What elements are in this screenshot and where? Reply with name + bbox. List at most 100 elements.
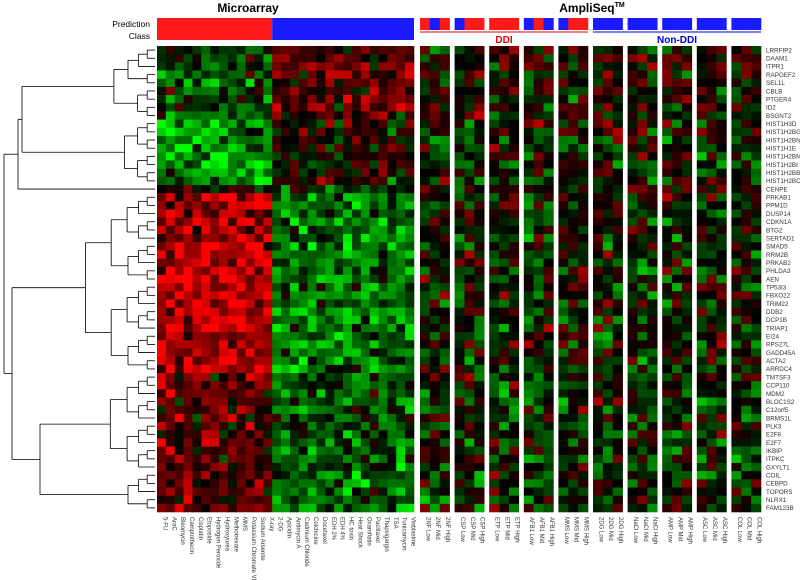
- heatmap-cell: [174, 103, 184, 112]
- heatmap-cell: [706, 479, 717, 488]
- heatmap-cell: [741, 462, 752, 472]
- heatmap-cell: [351, 152, 362, 161]
- heatmap-cell: [201, 348, 211, 357]
- heatmap-cell: [387, 266, 397, 276]
- heatmap-cell: [662, 389, 673, 398]
- heatmap-cell: [307, 373, 317, 382]
- heatmap-cell: [662, 46, 673, 55]
- heatmap-cell: [387, 95, 397, 104]
- ampliseq-class-bar: [662, 18, 673, 30]
- heatmap-cell: [378, 299, 388, 308]
- heatmap-cell: [183, 184, 193, 194]
- heatmap-cell: [343, 274, 353, 284]
- heatmap-cell: [316, 479, 326, 488]
- heatmap-cell: [334, 389, 344, 398]
- heatmap-cell: [523, 364, 534, 374]
- heatmap-cell: [281, 46, 291, 55]
- heatmap-cell: [236, 62, 246, 71]
- heatmap-cell: [593, 258, 604, 268]
- heatmap-cell: [254, 438, 264, 447]
- heatmap-cell: [325, 389, 335, 398]
- heatmap-cell: [558, 332, 569, 341]
- heatmap-cell: [236, 46, 246, 55]
- heatmap-cell: [360, 487, 370, 496]
- heatmap-cell: [378, 315, 388, 325]
- heatmap-cell: [219, 315, 229, 325]
- heatmap-cell: [612, 70, 623, 80]
- heatmap-cell: [245, 315, 255, 325]
- heatmap-cell: [289, 299, 300, 308]
- heatmap-cell: [662, 127, 673, 137]
- heatmap-cell: [289, 291, 300, 300]
- heatmap-cell: [316, 315, 326, 325]
- heatmap-cell: [396, 176, 406, 186]
- heatmap-cell: [378, 389, 388, 398]
- heatmap-cell: [429, 46, 441, 55]
- heatmap-cell: [369, 479, 379, 488]
- heatmap-cell: [289, 446, 300, 456]
- heatmap-cell: [731, 95, 742, 104]
- ampliseq-class-bar: [429, 18, 441, 30]
- heatmap-cell: [499, 315, 510, 325]
- heatmap-cell: [627, 119, 638, 129]
- gene-label: E2F8: [766, 432, 782, 439]
- heatmap-cell: [343, 266, 353, 276]
- heatmap-cell: [227, 152, 238, 161]
- heatmap-cell: [405, 103, 415, 112]
- heatmap-cell: [281, 266, 291, 276]
- heatmap-cell: [662, 250, 673, 259]
- heatmap-cell: [192, 135, 202, 145]
- heatmap-cell: [343, 234, 353, 243]
- heatmap-cell: [647, 323, 658, 333]
- heatmap-cell: [499, 160, 510, 169]
- heatmap-cell: [174, 54, 184, 63]
- heatmap-cell: [464, 348, 475, 357]
- heatmap-cell: [499, 266, 510, 276]
- heatmap-cell: [731, 373, 742, 382]
- heatmap-cell: [165, 348, 176, 357]
- heatmap-cell: [245, 389, 255, 398]
- heatmap-cell: [245, 266, 255, 276]
- heatmap-cell: [396, 413, 406, 423]
- heatmap-cell: [696, 250, 707, 259]
- heatmap-cell: [165, 438, 176, 447]
- heatmap-cell: [627, 127, 638, 137]
- heatmap-cell: [602, 78, 614, 88]
- heatmap-cell: [387, 299, 397, 308]
- heatmap-cell: [602, 201, 614, 210]
- gene-label: PLK3: [766, 423, 782, 430]
- heatmap-cell: [245, 283, 255, 292]
- heatmap-cell: [627, 160, 638, 169]
- heatmap-cell: [360, 78, 370, 88]
- heatmap-cell: [236, 299, 246, 308]
- heatmap-cell: [543, 356, 554, 366]
- heatmap-cell: [454, 495, 465, 505]
- heatmap-cell: [706, 405, 717, 415]
- heatmap-cell: [174, 487, 184, 496]
- heatmap-cell: [627, 373, 638, 382]
- heatmap-cell: [474, 356, 485, 366]
- heatmap-cell: [298, 471, 308, 480]
- heatmap-cell: [298, 274, 308, 284]
- heatmap-cell: [647, 184, 658, 194]
- heatmap-cell: [307, 201, 317, 210]
- heatmap-cell: [183, 291, 193, 300]
- heatmap-cell: [289, 274, 300, 284]
- heatmap-cell: [602, 397, 614, 407]
- heatmap-cell: [360, 209, 370, 218]
- heatmap-cell: [210, 111, 220, 120]
- heatmap-cell: [681, 103, 693, 112]
- heatmap-cell: [316, 454, 326, 464]
- column-label: 2NF Low: [424, 517, 430, 542]
- heatmap-cell: [439, 340, 450, 349]
- heatmap-cell: [647, 315, 658, 325]
- heatmap-cell: [174, 430, 184, 439]
- heatmap-cell: [236, 430, 246, 439]
- heatmap-cell: [706, 250, 717, 259]
- heatmap-cell: [741, 119, 752, 129]
- heatmap-cell: [741, 201, 752, 210]
- heatmap-cell: [369, 144, 379, 153]
- heatmap-cell: [334, 46, 344, 55]
- heatmap-cell: [751, 348, 762, 357]
- heatmap-cell: [508, 405, 520, 415]
